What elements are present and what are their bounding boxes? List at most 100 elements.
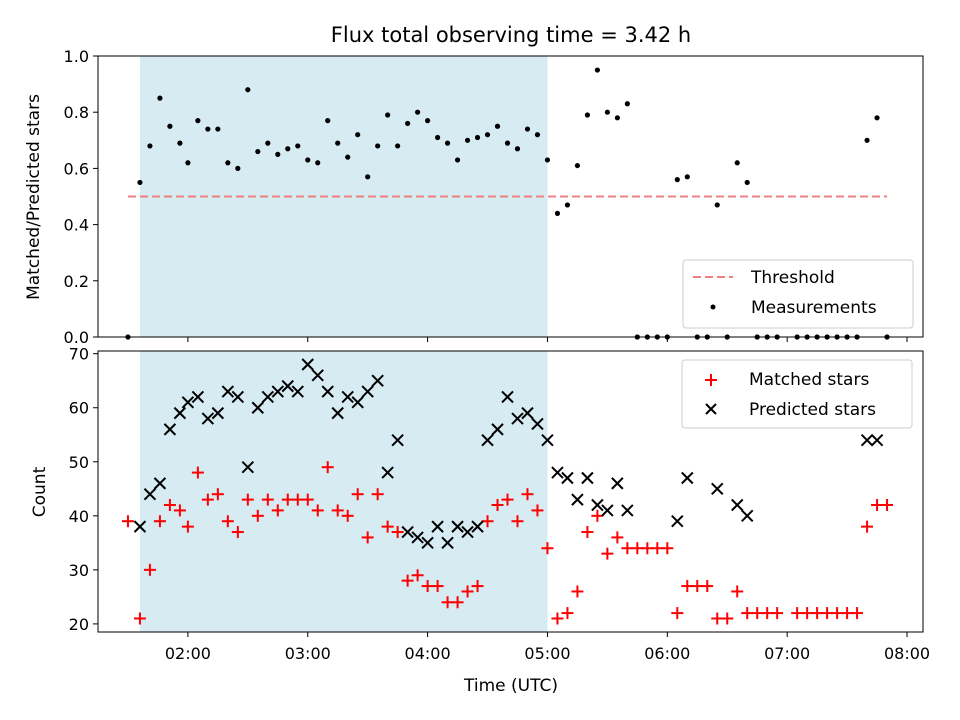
predicted-star-point — [541, 433, 554, 447]
predicted-star-point — [441, 536, 454, 550]
x-tick-label: 04:00 — [405, 644, 451, 663]
top-panel-frame — [97, 55, 924, 338]
predicted-star-point — [860, 433, 874, 447]
measurement-point — [325, 118, 331, 124]
measurement-point — [584, 112, 591, 118]
predicted-star-point — [681, 471, 694, 485]
matched-star-point — [221, 515, 234, 528]
predicted-star-point — [501, 390, 514, 404]
y-tick-label: 0.8 — [64, 103, 89, 122]
measurement-point — [574, 162, 581, 169]
measurement-point — [375, 143, 381, 149]
predicted-star-point — [621, 504, 634, 517]
legend-matched-label: Matched stars — [749, 370, 869, 390]
bottom-panel-ylabel: Count — [30, 466, 50, 517]
measurement-point — [235, 165, 241, 171]
measurement-point — [185, 160, 191, 166]
measurement-point — [335, 140, 341, 146]
measurement-point — [714, 202, 720, 208]
matched-star-point — [321, 461, 334, 474]
legend-predicted-label: Predicted stars — [749, 400, 876, 420]
measurement-point — [355, 132, 361, 138]
matched-star-point — [331, 504, 344, 517]
matched-star-point — [701, 580, 714, 593]
measurement-point — [494, 123, 501, 129]
predicted-star-point — [301, 358, 314, 371]
x-tick-label: 03:00 — [285, 644, 331, 663]
matched-star-point — [861, 520, 874, 533]
measurement-point — [195, 118, 201, 124]
measurement-point — [564, 202, 571, 208]
matched-star-point — [401, 574, 414, 587]
matched-star-point — [211, 488, 224, 501]
matched-star-point — [731, 585, 744, 598]
measurement-point — [365, 174, 371, 180]
matched-star-point — [501, 493, 514, 506]
predicted-star-point — [741, 509, 754, 523]
matched-star-point — [251, 509, 264, 522]
predicted-star-point — [551, 466, 564, 479]
top-panel-ylabel: Matched/Predicted stars — [24, 94, 44, 300]
matched-star-point — [611, 531, 624, 544]
matched-star-point — [153, 515, 166, 528]
measurement-point — [215, 126, 221, 132]
matched-star-point — [451, 596, 464, 609]
matched-star-point — [301, 493, 314, 506]
measurement-point — [454, 157, 461, 163]
matched-star-point — [571, 585, 584, 598]
matched-star-point — [191, 466, 204, 479]
predicted-star-point — [591, 498, 604, 512]
measurement-point — [474, 134, 481, 141]
matched-star-point — [201, 493, 214, 506]
y-tick-label: 1.0 — [64, 47, 89, 66]
measurement-point — [225, 160, 231, 166]
x-tick-label: 07:00 — [764, 644, 810, 663]
predicted-star-point — [521, 406, 534, 420]
predicted-star-point — [571, 493, 584, 506]
y-tick-label: 70 — [69, 345, 89, 364]
predicted-star-point — [241, 460, 255, 474]
measurement-point — [524, 126, 531, 132]
predicted-star-point — [321, 385, 334, 398]
predicted-star-point — [531, 417, 544, 431]
matched-star-point — [481, 515, 494, 528]
measurement-point — [157, 95, 163, 101]
measurement-point — [544, 157, 551, 163]
measurement-point — [395, 143, 401, 149]
measurement-point — [874, 115, 880, 121]
matched-star-point — [551, 612, 564, 625]
chart-title: Flux total observing time = 3.42 h — [331, 23, 691, 47]
predicted-star-point — [481, 433, 494, 447]
predicted-star-point — [381, 466, 394, 479]
matched-star-point — [671, 607, 684, 620]
legend-matched-swatch — [705, 374, 717, 386]
predicted-star-point — [461, 525, 474, 539]
matched-star-point — [581, 526, 594, 539]
matched-star-point — [511, 515, 524, 528]
predicted-star-point — [431, 520, 444, 533]
matched-star-point — [471, 580, 484, 593]
matched-star-point — [143, 563, 156, 576]
matched-star-point — [341, 509, 354, 522]
matched-star-point — [591, 509, 604, 522]
matched-star-point — [121, 515, 134, 528]
predicted-star-point — [511, 412, 524, 425]
measurement-point — [734, 160, 740, 166]
measurement-point — [594, 67, 600, 73]
measurement-point — [137, 179, 143, 186]
predicted-star-point — [341, 390, 354, 404]
matched-star-point — [881, 499, 894, 512]
matched-star-point — [311, 504, 324, 517]
top-panel: 0.0 0.2 0.4 0.6 0.8 1.0 Matched/Predicted sta… — [24, 47, 924, 347]
predicted-star-point — [371, 374, 384, 387]
matched-star-point — [721, 612, 734, 625]
measurement-point — [315, 160, 321, 166]
x-tick-label: 06:00 — [644, 644, 690, 663]
y-tick-label: 20 — [69, 615, 89, 634]
predicted-star-point — [281, 379, 294, 393]
measurement-point — [177, 140, 183, 146]
matched-star-point — [361, 531, 374, 544]
predicted-star-point — [561, 471, 574, 485]
matched-star-point — [491, 499, 504, 512]
